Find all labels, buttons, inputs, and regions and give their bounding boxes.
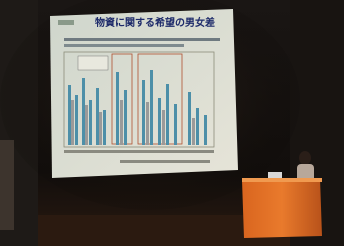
photo: 物資に関する希望の男女差 (0, 0, 344, 246)
speaker-head (299, 151, 311, 165)
slide-source-line (120, 160, 210, 163)
audience-figure (0, 140, 14, 230)
slide-title: 物資に関する希望の男女差 (95, 16, 215, 29)
slide-label (58, 20, 74, 25)
slide-legend (78, 56, 108, 70)
podium (242, 178, 322, 238)
slide-text-line (64, 44, 184, 47)
slide-footer-line (64, 150, 214, 153)
podium-top (242, 178, 322, 182)
slide-text-line (64, 38, 220, 41)
